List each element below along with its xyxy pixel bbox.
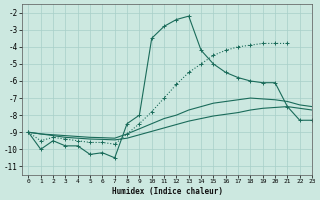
X-axis label: Humidex (Indice chaleur): Humidex (Indice chaleur): [112, 187, 223, 196]
